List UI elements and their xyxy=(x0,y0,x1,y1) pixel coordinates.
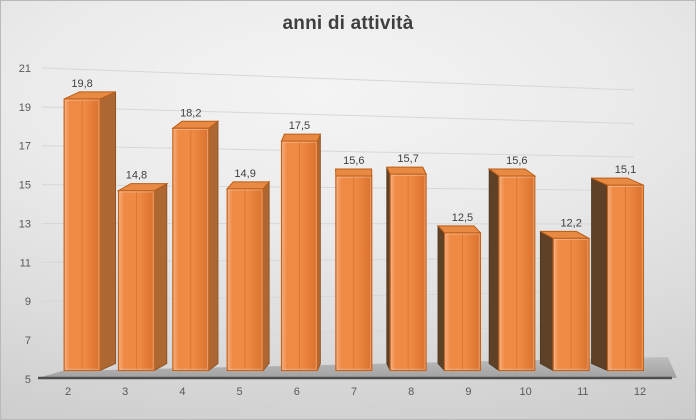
bar-bevel xyxy=(336,176,372,370)
y-tick-label: 19 xyxy=(19,102,31,114)
x-category-label: 4 xyxy=(179,386,185,398)
bar-front-face xyxy=(443,232,482,372)
bar-side-face xyxy=(591,177,608,372)
y-axis-labels: 5 7 9 11 13 15 17 19 21 xyxy=(19,63,31,386)
x-category-label: 6 xyxy=(294,386,300,398)
chart-title: anni di attività xyxy=(282,13,414,34)
bar-front-face xyxy=(63,98,101,372)
gridline xyxy=(41,106,635,124)
bar-12[interactable] xyxy=(591,177,645,372)
y-tick-label: 11 xyxy=(20,257,31,269)
gridline xyxy=(41,67,635,91)
bar-bevel xyxy=(64,99,100,370)
y-tick-label: 21 xyxy=(19,63,31,75)
bar-bevel xyxy=(119,191,154,370)
bar-9[interactable] xyxy=(436,224,482,372)
bar-bevel xyxy=(445,233,480,370)
x-category-label: 5 xyxy=(237,386,243,398)
bar-bevel xyxy=(553,239,589,370)
bar-front-face xyxy=(498,175,536,372)
bar-front-face xyxy=(226,188,264,372)
bar-side-face xyxy=(262,180,270,372)
x-category-label: 3 xyxy=(122,386,128,398)
bar-value-label: 15,1 xyxy=(615,164,636,176)
bar-8[interactable] xyxy=(385,166,427,372)
bar-top-face xyxy=(226,181,271,190)
x-category-label: 12 xyxy=(634,386,646,398)
bar-11[interactable] xyxy=(539,230,590,372)
bar-side-face xyxy=(437,224,445,372)
x-category-label: 11 xyxy=(577,386,588,398)
y-tick-label: 7 xyxy=(25,335,31,347)
bar-side-face xyxy=(208,120,219,372)
bar-value-label: 14,8 xyxy=(126,170,147,182)
y-tick-label: 15 xyxy=(19,180,31,192)
bar-value-label: 18,2 xyxy=(180,107,201,119)
x-category-label: 9 xyxy=(465,386,471,398)
bar-bevel xyxy=(173,128,209,370)
bar-bevel xyxy=(608,185,643,370)
bar-value-label: 12,2 xyxy=(560,217,581,229)
bar-value-label: 14,9 xyxy=(234,168,255,180)
bar-2[interactable] xyxy=(63,91,117,372)
bar-3[interactable] xyxy=(116,182,169,372)
bar-front-face xyxy=(117,190,155,372)
bar-value-label: 15,6 xyxy=(343,155,364,167)
bar-bevel xyxy=(390,174,426,370)
bar-6[interactable] xyxy=(280,133,322,372)
bar-front-face xyxy=(280,140,319,372)
y-tick-label: 17 xyxy=(19,141,31,153)
bar-value-label: 19,8 xyxy=(71,78,92,90)
bar-bevel xyxy=(499,176,535,370)
bar-side-face xyxy=(99,91,117,372)
gridline xyxy=(41,145,635,158)
bar-front-face xyxy=(335,175,373,372)
bar-front-face xyxy=(606,184,645,372)
bar-value-label: 15,6 xyxy=(506,155,527,167)
bar-side-face xyxy=(539,230,554,372)
y-tick-label: 5 xyxy=(25,374,31,386)
bar-10[interactable] xyxy=(487,168,537,372)
bar-value-label: 17,5 xyxy=(289,120,310,132)
x-category-label: 7 xyxy=(351,386,357,398)
bar-value-label: 15,7 xyxy=(397,153,418,165)
y-tick-label: 9 xyxy=(25,296,31,308)
y-tick-label: 13 xyxy=(19,218,31,230)
bar-front-face xyxy=(172,127,210,372)
bar-side-face xyxy=(488,168,500,372)
bar-front-face xyxy=(389,173,427,372)
bar-value-label: 12,5 xyxy=(452,212,473,224)
bar-4[interactable] xyxy=(171,120,220,372)
bar-top-face xyxy=(335,168,373,177)
bar-bevel xyxy=(227,189,263,370)
bar-side-face xyxy=(154,182,168,372)
bar-5[interactable] xyxy=(226,180,271,372)
bar-top-face xyxy=(385,166,427,175)
bar-top-face xyxy=(280,133,322,142)
bar-bevel xyxy=(282,141,317,370)
x-category-label: 8 xyxy=(408,386,414,398)
x-category-label: 2 xyxy=(65,386,71,398)
bar-top-face xyxy=(436,225,482,234)
x-category-label: 10 xyxy=(519,386,531,398)
bar-front-face xyxy=(552,237,590,372)
bar-7[interactable] xyxy=(335,168,373,372)
